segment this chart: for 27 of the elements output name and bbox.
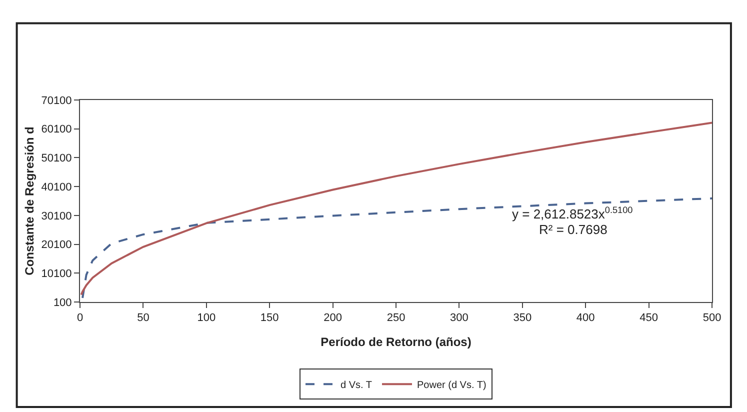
x-tick-label: 300	[450, 312, 468, 324]
y-tick-label: 40100	[41, 181, 72, 194]
line-series	[82, 197, 712, 299]
legend-label: d Vs. T	[340, 380, 372, 392]
x-tick-label: 400	[576, 312, 595, 324]
y-tick-label: 70100	[41, 94, 72, 107]
y-axis-title: Constante de Regresión d	[22, 126, 37, 276]
y-tick-label: 50100	[41, 152, 72, 165]
x-tick-label: 150	[260, 312, 279, 324]
y-tick-label: 10100	[41, 268, 72, 280]
y-tick-label: 30100	[41, 210, 72, 222]
annotation: R² = 0.7698	[539, 222, 608, 237]
line-series	[80, 122, 712, 296]
x-tick-label: 250	[386, 312, 406, 324]
y-tick-label: 100	[53, 296, 72, 309]
x-axis-title: Período de Retorno (años)	[320, 335, 472, 350]
annotation: y = 2,612.8523x$^{0.5100}$	[512, 205, 633, 222]
x-tick-label: 200	[324, 312, 342, 324]
x-tick-label: 100	[197, 312, 216, 324]
legend-label: Power (d Vs. T)	[417, 380, 486, 392]
x-tick-label: 450	[640, 312, 658, 324]
x-tick-label: 350	[513, 312, 532, 324]
x-tick-label: 500	[702, 312, 722, 324]
x-tick-label: 0	[76, 312, 84, 324]
y-tick-label: 60100	[41, 124, 72, 136]
x-tick-label: 50	[137, 312, 150, 324]
y-tick-label: 20100	[41, 239, 72, 252]
